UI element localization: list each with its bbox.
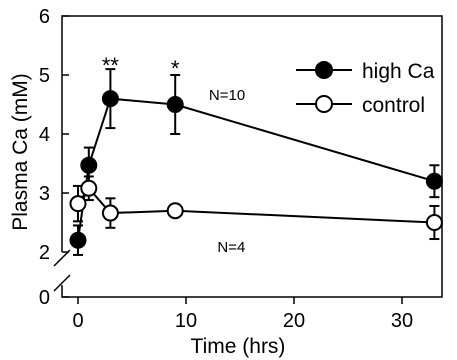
tick-labels: 2 3 4 5 6 00 10 20 30 xyxy=(39,6,413,332)
y-axis-title: Plasma Ca (mM) xyxy=(9,73,32,231)
x-tick-label-10: 10 xyxy=(175,310,197,332)
point-control-4 xyxy=(425,214,443,231)
tick-marks xyxy=(62,15,403,304)
point-control-1 xyxy=(80,179,98,197)
data-points xyxy=(69,90,443,249)
y-tick-label-4: 4 xyxy=(39,124,50,146)
x-tick-label-30: 30 xyxy=(391,310,413,332)
series-line-high-ca xyxy=(77,97,435,241)
legend-label-control: control xyxy=(362,94,425,117)
y-tick-label-3: 3 xyxy=(39,183,50,205)
y-tick-label-0: 0 xyxy=(39,287,50,309)
plot-frame xyxy=(61,15,443,298)
y-tick-label-2: 2 xyxy=(39,242,50,264)
legend-label-high-ca: high Ca xyxy=(362,60,435,83)
annotation-1: * xyxy=(171,56,180,81)
series-line-control xyxy=(77,186,435,224)
y-tick-label-5: 5 xyxy=(39,65,50,87)
annotation-0: ** xyxy=(102,53,120,78)
annotation-2: N=10 xyxy=(209,87,245,104)
point-control-2 xyxy=(101,204,119,222)
point-control-3 xyxy=(166,202,184,220)
point-high-ca-3 xyxy=(166,96,184,113)
y-tick-label-6: 6 xyxy=(39,6,50,28)
point-high-ca-4 xyxy=(425,172,443,190)
axis-break-mark-lower xyxy=(53,274,71,292)
legend: high Ca control xyxy=(296,60,435,117)
x-tick-label-20: 20 xyxy=(283,310,305,332)
point-control-0 xyxy=(69,195,87,213)
point-high-ca-2 xyxy=(101,90,119,108)
point-high-ca-0 xyxy=(69,231,87,249)
annotations: ** *N=10N=4 xyxy=(102,53,245,256)
annotation-3: N=4 xyxy=(217,239,245,256)
legend-marker-high-ca xyxy=(315,61,333,79)
x-tick-label-0: 0 xyxy=(72,310,83,332)
legend-marker-control xyxy=(315,95,333,113)
x-axis-title: Time (hrs) xyxy=(191,335,286,358)
series-lines xyxy=(77,97,435,241)
point-high-ca-1 xyxy=(80,156,98,174)
